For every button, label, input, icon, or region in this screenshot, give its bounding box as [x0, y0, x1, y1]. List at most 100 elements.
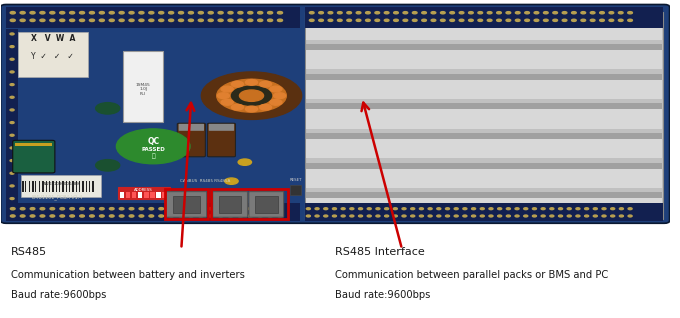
Circle shape	[119, 19, 124, 22]
Circle shape	[208, 11, 214, 14]
Circle shape	[324, 208, 328, 210]
Bar	[25, 181, 27, 192]
Circle shape	[403, 12, 408, 14]
Circle shape	[239, 90, 264, 101]
Circle shape	[385, 208, 389, 210]
Circle shape	[478, 19, 483, 21]
Bar	[307, 103, 662, 109]
Circle shape	[628, 208, 632, 210]
Circle shape	[319, 12, 324, 14]
Circle shape	[333, 215, 337, 217]
Circle shape	[258, 208, 262, 210]
Circle shape	[572, 12, 576, 14]
FancyBboxPatch shape	[179, 124, 204, 131]
Circle shape	[10, 185, 14, 187]
Bar	[307, 50, 662, 69]
Circle shape	[480, 215, 484, 217]
Circle shape	[341, 208, 345, 210]
Circle shape	[188, 19, 194, 22]
Circle shape	[238, 159, 252, 165]
Circle shape	[450, 19, 454, 21]
Circle shape	[99, 11, 104, 14]
Circle shape	[534, 12, 539, 14]
Circle shape	[10, 19, 15, 22]
Circle shape	[188, 208, 193, 210]
Circle shape	[10, 58, 14, 60]
Circle shape	[20, 215, 25, 217]
Circle shape	[248, 208, 253, 210]
Circle shape	[428, 208, 432, 210]
Circle shape	[469, 19, 473, 21]
Circle shape	[99, 208, 104, 210]
Circle shape	[99, 19, 104, 22]
Text: QC: QC	[147, 137, 159, 146]
Circle shape	[40, 215, 45, 217]
Circle shape	[270, 100, 282, 105]
Circle shape	[543, 12, 548, 14]
Circle shape	[231, 81, 243, 87]
Circle shape	[450, 12, 454, 14]
Circle shape	[506, 19, 511, 21]
Circle shape	[169, 11, 173, 14]
Circle shape	[60, 208, 65, 210]
Circle shape	[188, 11, 194, 14]
Circle shape	[188, 215, 193, 217]
Circle shape	[471, 215, 475, 217]
Circle shape	[90, 208, 95, 210]
Circle shape	[602, 215, 606, 217]
Circle shape	[273, 93, 286, 99]
Bar	[138, 192, 143, 198]
Circle shape	[30, 215, 35, 217]
Circle shape	[109, 19, 114, 22]
Circle shape	[99, 215, 104, 217]
Circle shape	[515, 215, 519, 217]
Text: Communication between parallel packs or BMS and PC: Communication between parallel packs or …	[335, 270, 609, 280]
Circle shape	[70, 208, 75, 210]
Circle shape	[307, 208, 310, 210]
Circle shape	[50, 11, 55, 14]
Circle shape	[358, 215, 362, 217]
Circle shape	[541, 208, 545, 210]
Circle shape	[307, 215, 310, 217]
Circle shape	[590, 12, 595, 14]
Circle shape	[315, 215, 319, 217]
Circle shape	[10, 109, 14, 111]
Text: RESET: RESET	[290, 178, 302, 182]
Circle shape	[70, 215, 75, 217]
Circle shape	[463, 208, 467, 210]
Circle shape	[260, 104, 271, 110]
Circle shape	[267, 11, 273, 14]
Circle shape	[178, 11, 184, 14]
Circle shape	[393, 215, 397, 217]
Circle shape	[600, 19, 605, 21]
Circle shape	[375, 19, 379, 21]
FancyBboxPatch shape	[13, 140, 55, 173]
Circle shape	[585, 208, 589, 210]
Circle shape	[158, 19, 164, 22]
Bar	[65, 181, 67, 192]
FancyBboxPatch shape	[177, 123, 205, 157]
Circle shape	[30, 11, 35, 14]
Circle shape	[394, 19, 398, 21]
Circle shape	[201, 72, 302, 120]
Circle shape	[594, 215, 597, 217]
Circle shape	[228, 19, 233, 22]
Circle shape	[428, 215, 432, 217]
Circle shape	[515, 208, 519, 210]
Bar	[173, 196, 200, 213]
Circle shape	[459, 12, 464, 14]
Circle shape	[225, 178, 238, 184]
Bar	[307, 198, 662, 218]
Circle shape	[488, 12, 492, 14]
Circle shape	[437, 208, 441, 210]
Circle shape	[309, 19, 314, 21]
Circle shape	[228, 208, 233, 210]
Circle shape	[328, 19, 333, 21]
Circle shape	[217, 79, 286, 112]
Circle shape	[309, 12, 314, 14]
Circle shape	[515, 19, 520, 21]
Bar	[120, 192, 124, 198]
Circle shape	[534, 19, 539, 21]
Circle shape	[221, 100, 233, 105]
FancyBboxPatch shape	[123, 51, 163, 122]
